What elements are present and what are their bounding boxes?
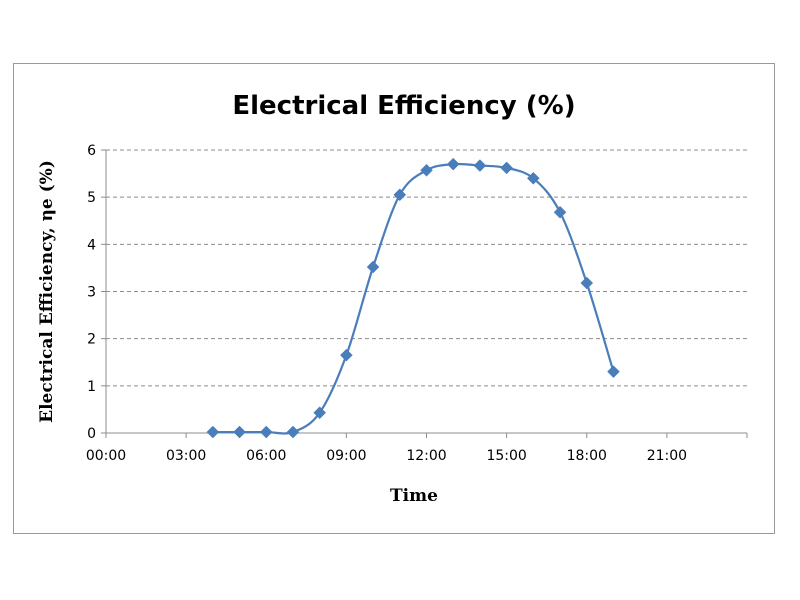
- y-tick-label: 0: [87, 426, 96, 442]
- y-tick-label: 3: [87, 285, 96, 301]
- data-point-marker: [206, 425, 220, 439]
- x-axis-title: Time: [390, 486, 438, 506]
- x-tick-label: 21:00: [647, 448, 687, 464]
- x-tick-label: 06:00: [246, 448, 286, 464]
- y-tick-label: 5: [87, 190, 96, 206]
- x-tick-label: 09:00: [326, 448, 366, 464]
- data-point-marker: [553, 205, 567, 219]
- chart-title: Electrical Efficiency (%): [232, 91, 575, 121]
- data-point-marker: [340, 348, 353, 362]
- data-point-marker: [446, 157, 460, 171]
- x-tick-label: 00:00: [86, 448, 126, 464]
- series-line: [212, 162, 615, 435]
- data-point-marker: [259, 425, 273, 439]
- data-point-marker: [473, 159, 487, 172]
- y-tick-label: 6: [87, 143, 96, 159]
- x-tick-label: 12:00: [406, 448, 446, 464]
- x-tick-label: 03:00: [166, 448, 206, 464]
- data-point-marker: [313, 406, 327, 420]
- gridlines: [106, 149, 747, 387]
- data-point-marker: [500, 161, 513, 175]
- data-point-marker: [580, 276, 594, 290]
- data-point-marker: [233, 425, 246, 439]
- series-layer: [206, 157, 620, 439]
- data-point-marker: [420, 163, 433, 177]
- x-tick-label: 15:00: [486, 448, 526, 464]
- data-point-marker: [607, 365, 620, 379]
- data-point-marker: [393, 188, 407, 202]
- y-tick-labels: 0 1 2 3 4 5 6: [87, 143, 96, 442]
- y-tick-label: 1: [87, 379, 96, 395]
- y-tick-label: 4: [87, 237, 96, 253]
- data-point-marker: [366, 260, 380, 274]
- data-point-marker: [286, 425, 300, 439]
- y-tick-label: 2: [87, 332, 96, 348]
- x-tick-labels: 00:00 03:00 06:00 09:00 12:00 15:00 18:00 21:00: [86, 448, 687, 464]
- y-axis-title: Electrical Efficiency, ηe (%): [37, 160, 57, 423]
- axes: [101, 149, 748, 438]
- x-tick-label: 18:00: [567, 448, 607, 464]
- data-point-marker: [526, 171, 540, 185]
